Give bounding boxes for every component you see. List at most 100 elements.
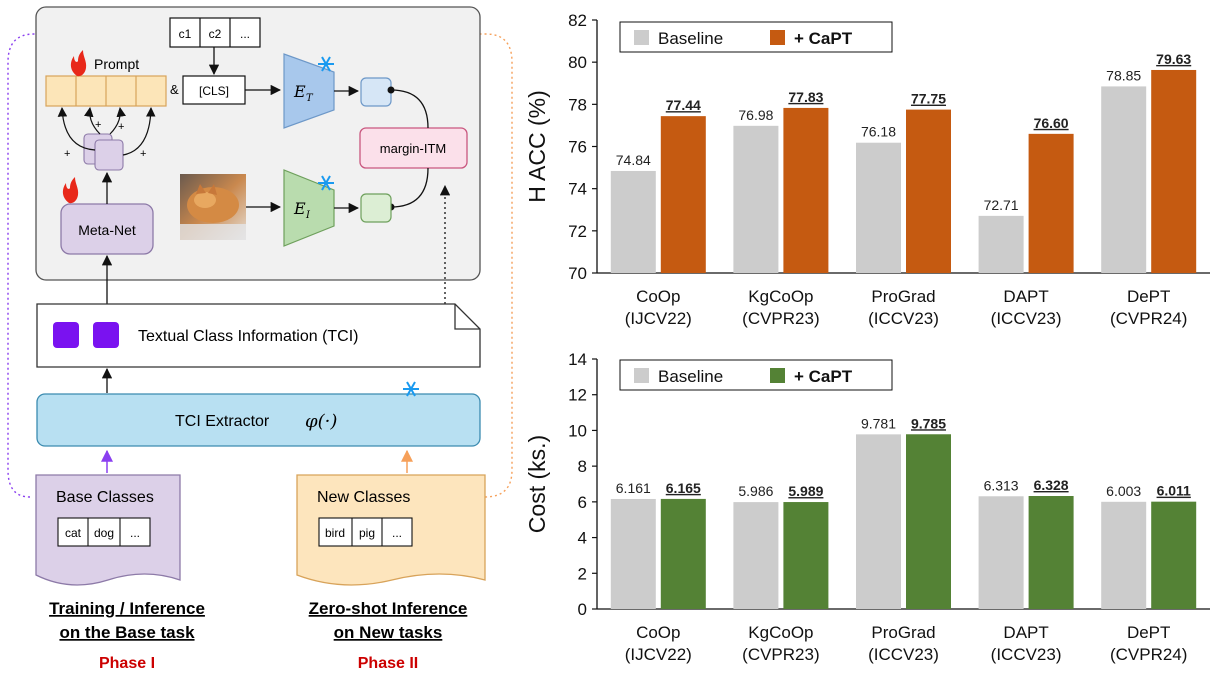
legend: Baseline + CaPT — [619, 359, 893, 391]
bar-baseline — [1101, 501, 1147, 609]
legend-label: + CaPT — [794, 29, 853, 48]
text-feature — [360, 77, 392, 107]
legend-label: Baseline — [658, 367, 723, 386]
data-label: 76.98 — [738, 107, 773, 123]
bar-capt — [783, 502, 829, 609]
y-axis-label: H ACC (%) — [524, 90, 550, 202]
data-label: 79.63 — [1156, 51, 1191, 67]
bar-baseline — [610, 170, 656, 273]
new-classes-title: New Classes — [317, 489, 410, 506]
data-label: 78.85 — [1106, 67, 1141, 83]
x-tick-label: DAPT — [1003, 623, 1048, 642]
cost-bar-chart: 0 2 4 6 8 10 12 14 Cost (ks.) 6.161 6.165 CoOp (IJCV… — [524, 350, 1210, 664]
plus-sign: + — [95, 119, 101, 131]
data-label: 77.83 — [788, 89, 823, 105]
margin-itm-label: margin-ITM — [380, 141, 446, 156]
x-tick-label: DePT — [1127, 287, 1170, 306]
plus-sign: + — [140, 148, 146, 160]
data-label: 74.84 — [616, 152, 651, 168]
legend-box — [619, 359, 893, 391]
line-text-to-itm — [390, 89, 429, 129]
plus-sign: + — [118, 121, 124, 133]
y-tick-label: 78 — [568, 95, 587, 114]
x-tick-label: DePT — [1127, 623, 1170, 642]
legend-swatch — [634, 368, 649, 383]
extractor-function: φ(·) — [305, 411, 337, 432]
bar-capt — [1151, 69, 1197, 273]
bar-capt — [1151, 501, 1197, 609]
y-axis-label: Cost (ks.) — [524, 435, 550, 533]
cat-image — [180, 174, 246, 240]
tci-square — [93, 322, 119, 348]
class-token-more: ... — [240, 27, 250, 41]
line-image-to-itm — [390, 167, 429, 208]
extractor-label: TCI Extractor — [175, 413, 270, 430]
cls-token: [CLS] — [199, 84, 229, 98]
image-encoder-sub: I — [305, 210, 311, 221]
y-tick-label: 10 — [568, 421, 587, 440]
data-label: 76.60 — [1034, 115, 1069, 131]
legend-swatch — [634, 30, 649, 45]
image-encoder-label: E — [293, 199, 306, 218]
phase2-label: Phase II — [358, 655, 418, 672]
x-tick-label: ProGrad — [871, 287, 935, 306]
data-label: 77.44 — [666, 97, 701, 113]
y-tick-label: 72 — [568, 222, 587, 241]
fire-icon — [62, 177, 79, 204]
y-tick-label: 70 — [568, 264, 587, 283]
bar-capt — [660, 498, 706, 609]
phase1-label: Phase I — [99, 655, 155, 672]
fire-icon — [70, 50, 87, 77]
data-label: 6.328 — [1034, 477, 1069, 493]
method-diagram: c1 c2 ... Prompt & [CLS] E T mar — [7, 6, 513, 672]
text-encoder-label: E — [293, 82, 306, 101]
x-tick-label: ProGrad — [871, 623, 935, 642]
bar-capt — [906, 109, 951, 274]
data-label: 77.75 — [911, 91, 946, 107]
x-tick-label: (ICCV23) — [991, 309, 1062, 328]
bar-baseline — [856, 142, 901, 273]
y-tick-label: 82 — [568, 11, 587, 30]
phase2-caption-line2: on New tasks — [334, 623, 443, 642]
x-tick-label: (CVPR23) — [742, 309, 819, 328]
x-tick-label: CoOp — [636, 287, 680, 306]
data-label: 6.161 — [616, 480, 651, 496]
data-label: 76.18 — [861, 124, 896, 140]
prompt-block: Prompt — [45, 56, 167, 107]
data-label: 5.989 — [788, 483, 823, 499]
x-tick-label: (CVPR24) — [1110, 645, 1187, 664]
base-item-more: ... — [130, 526, 140, 540]
x-tick-label: (ICCV23) — [868, 645, 939, 664]
snowflake-icon — [403, 381, 419, 397]
x-tick-label: (CVPR24) — [1110, 309, 1187, 328]
x-tick-label: DAPT — [1003, 287, 1048, 306]
legend-swatch — [770, 30, 785, 45]
bar-baseline — [1101, 86, 1147, 273]
plus-sign: + — [64, 148, 70, 160]
data-label: 6.313 — [984, 477, 1019, 493]
hacc-bar-chart: 70 72 74 76 78 80 82 H ACC (%) 74.84 77.44 CoOp (IJ… — [524, 11, 1210, 328]
new-item-bird: bird — [325, 526, 345, 540]
snowflake-icon — [318, 175, 334, 191]
bar-capt — [1028, 133, 1074, 273]
new-loop-dotted-arrow — [262, 28, 513, 498]
y-tick-label: 4 — [578, 529, 587, 548]
legend: Baseline + CaPT — [619, 21, 893, 53]
data-label: 6.165 — [666, 480, 701, 496]
x-tick-label: KgCoOp — [748, 623, 813, 642]
phase2-caption-line1: Zero-shot Inference — [309, 599, 468, 618]
y-tick-label: 12 — [568, 386, 587, 405]
meta-net-label: Meta-Net — [78, 222, 136, 238]
y-tick-label: 74 — [568, 180, 587, 199]
legend-label: Baseline — [658, 29, 723, 48]
tci-label: Textual Class Information (TCI) — [138, 328, 359, 345]
x-tick-label: (IJCV22) — [625, 309, 692, 328]
y-tick-label: 76 — [568, 138, 587, 157]
y-tick-label: 14 — [568, 350, 587, 369]
text-encoder-sub: T — [306, 93, 314, 104]
y-tick-label: 6 — [578, 493, 587, 512]
snowflake-icon — [318, 56, 334, 72]
data-label: 72.71 — [984, 197, 1019, 213]
phase1-caption-line1: Training / Inference — [49, 599, 205, 618]
x-tick-label: (CVPR23) — [742, 645, 819, 664]
